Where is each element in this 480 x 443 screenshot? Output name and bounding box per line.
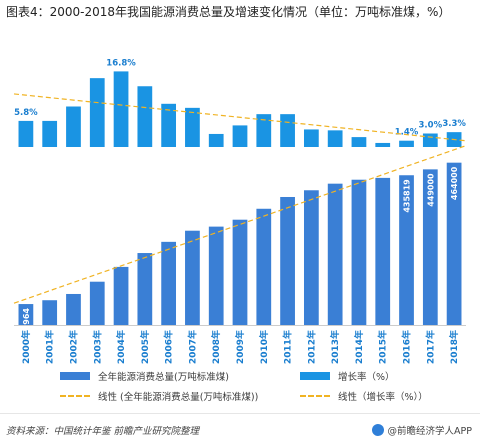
growth-bar bbox=[113, 71, 129, 147]
growth-data-label: 1.4% bbox=[395, 128, 419, 138]
total-bar bbox=[113, 266, 129, 325]
x-tick-label: 2011年 bbox=[282, 330, 294, 364]
growth-bar bbox=[42, 120, 58, 147]
total-bar bbox=[18, 304, 34, 325]
total-bar bbox=[446, 162, 462, 325]
x-tick-label: 2016年 bbox=[401, 330, 413, 364]
legend-label-trend-total: 线性 (全年能源消费总量(万吨标准煤)) bbox=[98, 392, 259, 403]
total-bar bbox=[137, 253, 153, 325]
source-note: 资料来源：中国统计年鉴 前瞻产业研究院整理 bbox=[6, 426, 200, 437]
total-bar bbox=[399, 175, 414, 325]
total-bar bbox=[232, 219, 248, 325]
footer: 资料来源：中国统计年鉴 前瞻产业研究院整理 @前瞻经济学人APP bbox=[0, 413, 480, 443]
total-data-label: 435819 bbox=[403, 179, 412, 213]
x-tick-label: 2004年 bbox=[115, 330, 127, 364]
total-bar bbox=[185, 230, 200, 325]
growth-data-label: 3.0% bbox=[419, 121, 443, 131]
total-bar bbox=[351, 179, 367, 325]
legend-swatch-trend-growth bbox=[300, 395, 330, 397]
growth-bar bbox=[185, 107, 200, 147]
growth-bar bbox=[422, 133, 438, 147]
growth-bar bbox=[399, 140, 414, 147]
brand: @前瞻经济学人APP bbox=[371, 423, 472, 437]
total-bar bbox=[42, 300, 58, 325]
legend-swatch-trend-total bbox=[60, 395, 90, 397]
x-tick-label: 2003年 bbox=[91, 330, 103, 364]
total-data-label: 464000 bbox=[450, 166, 459, 200]
growth-trendline bbox=[13, 93, 467, 142]
total-bar bbox=[303, 190, 319, 325]
growth-bar bbox=[232, 125, 248, 147]
total-data-label: 146964 bbox=[22, 308, 31, 342]
x-tick-label: 2017年 bbox=[424, 330, 436, 364]
growth-bar bbox=[89, 78, 105, 147]
legend-label-trend-growth: 线性（增长率（%）） bbox=[338, 392, 428, 403]
x-tick-label: 2007年 bbox=[186, 330, 198, 364]
x-tick-label: 2001年 bbox=[44, 330, 56, 364]
growth-bar bbox=[66, 106, 81, 147]
x-tick-label: 2005年 bbox=[139, 330, 151, 364]
x-tick-label: 2008年 bbox=[210, 330, 222, 364]
x-tick-label: 2015年 bbox=[377, 330, 389, 364]
total-bar bbox=[375, 177, 391, 325]
total-bar bbox=[256, 208, 272, 325]
x-tick-label: 2009年 bbox=[234, 330, 246, 364]
legend-label-total: 全年能源消费总量(万吨标准煤) bbox=[98, 372, 229, 383]
growth-bar bbox=[280, 114, 295, 147]
x-tick-label: 2010年 bbox=[258, 330, 270, 364]
x-tick-label: 2014年 bbox=[353, 330, 365, 364]
total-bar bbox=[327, 183, 343, 325]
growth-bar bbox=[208, 133, 224, 147]
legend-item-total: 全年能源消费总量(万吨标准煤) bbox=[60, 369, 229, 383]
growth-bar bbox=[375, 142, 391, 147]
legend-item-growth: 增长率（%） bbox=[300, 369, 395, 383]
growth-data-label: 16.8% bbox=[106, 58, 136, 68]
total-bar bbox=[422, 169, 438, 325]
total-bar bbox=[280, 196, 295, 325]
total-bar bbox=[89, 281, 105, 325]
growth-bar bbox=[351, 137, 367, 147]
growth-bar bbox=[18, 120, 34, 147]
x-tick-label: 2002年 bbox=[67, 330, 79, 364]
x-tick-label: 2006年 bbox=[163, 330, 175, 364]
x-tick-label: 2000年 bbox=[20, 330, 32, 364]
legend-swatch-growth bbox=[300, 372, 330, 380]
brand-logo-icon bbox=[371, 424, 384, 436]
growth-bar bbox=[303, 129, 319, 147]
growth-data-label: 5.8% bbox=[14, 108, 38, 118]
legend-swatch-total bbox=[60, 372, 90, 380]
total-bar bbox=[208, 226, 224, 325]
legend-item-trend-growth: 线性（增长率（%）） bbox=[300, 389, 428, 403]
growth-data-label: 3.3% bbox=[442, 119, 466, 129]
total-bar bbox=[161, 241, 177, 325]
growth-bar bbox=[161, 103, 177, 147]
chart-title: 图表4：2000-2018年我国能源消费总量及增速变化情况（单位：万吨标准煤，%… bbox=[6, 5, 451, 19]
growth-bar bbox=[256, 114, 272, 147]
brand-label: @前瞻经济学人APP bbox=[387, 426, 472, 437]
growth-bar bbox=[327, 130, 343, 147]
legend-item-trend-total: 线性 (全年能源消费总量(万吨标准煤)) bbox=[60, 389, 258, 403]
x-tick-label: 2012年 bbox=[305, 330, 317, 364]
total-bar bbox=[66, 293, 81, 325]
x-tick-label: 2018年 bbox=[448, 330, 460, 364]
growth-bar bbox=[137, 86, 153, 147]
total-data-label: 449000 bbox=[426, 173, 435, 207]
legend-label-growth: 增长率（%） bbox=[338, 372, 395, 383]
x-tick-label: 2013年 bbox=[329, 330, 341, 364]
